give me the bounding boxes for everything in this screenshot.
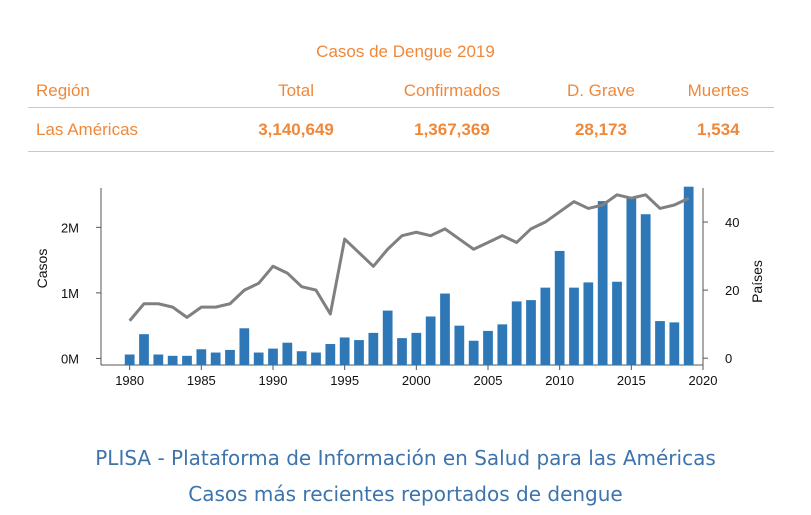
- cell-grave: 28,173: [539, 107, 663, 152]
- table-title: Casos de Dengue 2019: [316, 42, 495, 61]
- y-left-tick-label-1M: 1M: [61, 286, 79, 301]
- bar-2018: [669, 322, 680, 365]
- bar-2005: [483, 330, 493, 365]
- bar-2019: [683, 186, 694, 365]
- bar-1990: [268, 348, 278, 365]
- cell-region: Las Américas: [28, 107, 228, 152]
- bar-1984: [182, 355, 192, 365]
- bar-2000: [411, 332, 422, 365]
- bar-2011: [569, 287, 579, 365]
- table-header-row: Región Total Confirmados D. Grave Muerte…: [28, 74, 774, 108]
- x-tick-label-2015: 2015: [617, 373, 646, 388]
- bar-2002: [440, 293, 450, 365]
- bar-1992: [296, 351, 307, 365]
- bar-1983: [167, 355, 178, 365]
- bar-2007: [511, 301, 522, 365]
- x-tick-label-1985: 1985: [187, 373, 216, 388]
- bar-1989: [253, 352, 264, 365]
- bar-2003: [454, 325, 465, 365]
- bar-1985: [196, 349, 207, 365]
- cell-confirmados: 1,367,369: [364, 107, 540, 152]
- bar-1998: [382, 310, 393, 365]
- header-muertes: Muertes: [662, 74, 774, 108]
- y-left-tick-label-2M: 2M: [61, 220, 79, 235]
- countries-line: [128, 193, 690, 322]
- x-tick-label-2000: 2000: [402, 373, 431, 388]
- cell-total: 3,140,649: [227, 107, 365, 152]
- bar-1982: [153, 354, 164, 365]
- footer-subtitle: Casos más recientes reportados de dengue: [188, 482, 623, 506]
- header-total: Total: [227, 74, 365, 108]
- x-tick-label-1995: 1995: [330, 373, 359, 388]
- x-tick-label-1990: 1990: [259, 373, 288, 388]
- x-tick-label-2020: 2020: [689, 373, 718, 388]
- bar-2017: [655, 321, 665, 365]
- bar-2008: [526, 300, 536, 365]
- x-tick-label-1980: 1980: [115, 373, 144, 388]
- bar-2010: [554, 250, 565, 365]
- bar-1991: [282, 342, 293, 365]
- y-right-tick-label-20: 20: [725, 283, 739, 298]
- bar-2006: [497, 324, 508, 365]
- x-tick-label-2005: 2005: [474, 373, 503, 388]
- bar-2001: [425, 316, 436, 365]
- bar-1995: [339, 337, 350, 365]
- bar-1993: [311, 352, 321, 365]
- bar-1996: [354, 340, 364, 365]
- bar-2016: [640, 214, 651, 365]
- bar-1994: [325, 344, 336, 365]
- bar-1986: [210, 352, 221, 365]
- bar-1999: [397, 338, 407, 365]
- y-left-tick-label-0M: 0M: [61, 351, 79, 366]
- bar-2015: [626, 197, 637, 365]
- table-row: Las Américas 3,140,649 1,367,369 28,173 …: [28, 107, 774, 152]
- x-tick-label-2010: 2010: [545, 373, 574, 388]
- summary-table: Región Total Confirmados D. Grave Muerte…: [28, 74, 774, 152]
- header-confirmados: Confirmados: [364, 74, 540, 108]
- bar-1997: [368, 332, 379, 365]
- header-region: Región: [28, 74, 228, 108]
- bar-2004: [468, 340, 479, 365]
- bar-2012: [583, 282, 594, 365]
- bar-2013: [597, 201, 608, 365]
- cell-muertes: 1,534: [662, 107, 774, 152]
- bar-2014: [612, 281, 622, 365]
- bar-1981: [139, 334, 149, 365]
- y-right-tick-label-0: 0: [725, 351, 732, 366]
- y-axis-label-casos: Casos: [34, 249, 50, 289]
- bar-1988: [239, 328, 250, 365]
- bar-1980: [124, 354, 135, 365]
- y-right-tick-label-40: 40: [725, 215, 739, 230]
- bar-2009: [540, 287, 551, 365]
- header-grave: D. Grave: [539, 74, 663, 108]
- y-axis-label-paises: Países: [749, 260, 765, 303]
- dengue-cases-chart: 1980 1985 1990 1995 2000 2005 2010 2015 2020 0M 1M…: [34, 186, 765, 388]
- bar-1987: [225, 349, 235, 365]
- footer-plisa-title: PLISA - Plataforma de Información en Sal…: [95, 446, 716, 470]
